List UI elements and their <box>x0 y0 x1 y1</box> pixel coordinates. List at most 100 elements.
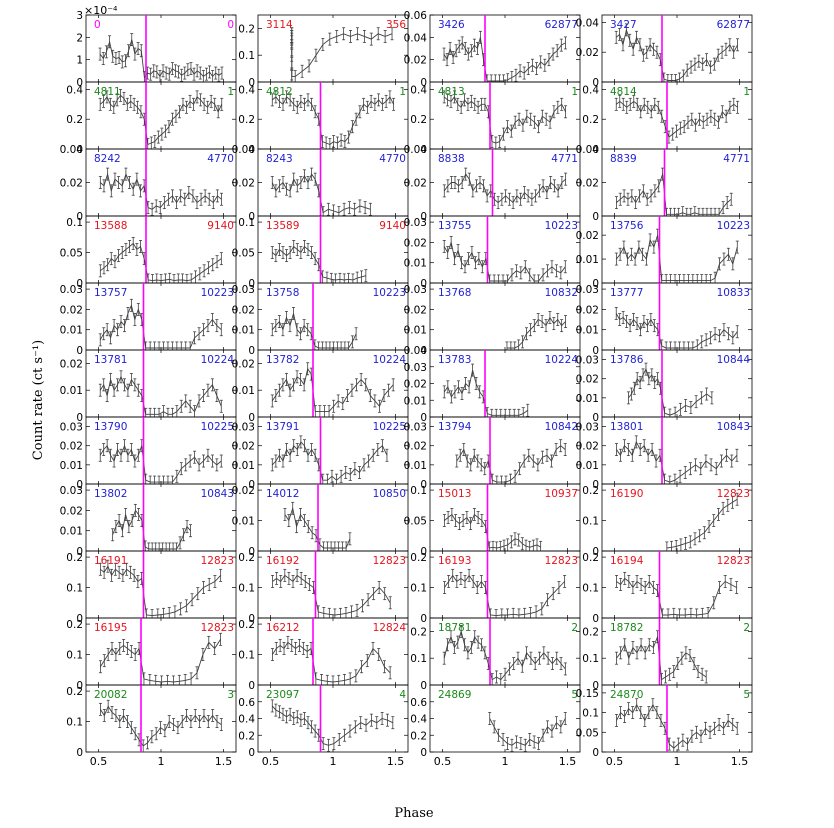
revolution-label: 10843 <box>717 421 750 433</box>
revolution-label: 0 <box>227 19 234 31</box>
obsid-label: 13791 <box>266 421 299 433</box>
y-tick-label: 0 <box>592 680 599 692</box>
y-tick-label: 0.05 <box>404 516 427 528</box>
revolution-label: 12824 <box>373 622 407 634</box>
panel-24869: 0 0.2 0.4 0.6 0.5 1 1.5 24869 5 <box>410 684 581 768</box>
y-tick-label: 0.2 <box>238 23 255 35</box>
y-tick-label: 0.6 <box>410 697 427 709</box>
revolution-label: 9140 <box>379 220 406 232</box>
revolution-label: 356 <box>386 19 406 31</box>
panel-16195: 0 0.1 0.2 16195 12823 <box>66 617 237 692</box>
obsid-label: 18781 <box>438 622 471 634</box>
y-tick-label: 0.1 <box>582 708 599 720</box>
y-tick-label: 0 <box>592 479 599 491</box>
x-tick-label: 1.5 <box>731 755 749 768</box>
y-tick-label: 0.02 <box>60 505 83 517</box>
obsid-label: 13758 <box>266 287 299 299</box>
revolution-label: 62877 <box>717 19 750 31</box>
y-tick-label: 0.4 <box>238 84 255 96</box>
y-tick-label: 0.01 <box>404 325 427 337</box>
panel-16190: 0 0.1 0.2 16190 12823 <box>582 483 753 558</box>
panel-8242: 0 0.02 0.04 8242 4770 <box>60 144 237 223</box>
obsid-label: 13777 <box>610 287 643 299</box>
y-tick-label: 0.05 <box>576 727 599 739</box>
lightcurve-line <box>616 440 738 483</box>
x-tick-label: 1 <box>330 755 337 768</box>
obsid-label: 16195 <box>94 622 127 634</box>
panel-frame <box>85 14 237 83</box>
obsid-label: 4813 <box>438 86 465 98</box>
y-tick-label: 0.04 <box>60 144 84 156</box>
revolution-label: 10833 <box>717 287 750 299</box>
y-tick-label: 0.03 <box>576 284 599 296</box>
revolution-label: 10842 <box>545 421 578 433</box>
lightcurve-line <box>112 509 191 550</box>
lightcurve-line <box>443 629 566 681</box>
lightcurve-line <box>443 96 566 144</box>
panel-4813: 0 0.2 0.4 4813 1 <box>410 81 581 156</box>
lightcurve-line <box>616 234 738 282</box>
y-tick-label: 0.2 <box>582 552 599 564</box>
y-tick-label: 0.2 <box>582 114 599 126</box>
revolution-label: 3 <box>227 689 234 701</box>
y-tick-label: 0.2 <box>582 485 599 497</box>
panel-13802: 0 0.01 0.02 0.03 13802 10843 <box>60 483 237 558</box>
exponent-label: ×10⁻⁴ <box>84 4 118 17</box>
y-tick-label: 0 <box>248 613 255 625</box>
panel-13786: 0 0.01 0.02 0.03 13786 10844 <box>576 349 753 424</box>
panel-13755: 0 0.01 0.02 0.03 13755 10223 <box>404 215 581 290</box>
y-tick-label: 0.04 <box>232 144 256 156</box>
y-tick-label: 0.6 <box>238 697 255 709</box>
y-tick-label: 0.03 <box>404 217 427 229</box>
x-tick-label: 1 <box>502 755 509 768</box>
y-tick-label: 0 <box>420 546 427 558</box>
revolution-label: 10224 <box>373 354 407 366</box>
obsid-label: 16192 <box>266 555 299 567</box>
y-tick-label: 0 <box>592 546 599 558</box>
panel-16193: 0 0.1 0.2 16193 12823 <box>410 550 581 625</box>
lightcurve-line <box>616 173 732 215</box>
revolution-label: 12823 <box>201 622 234 634</box>
y-tick-label: 3 <box>76 10 83 22</box>
lightcurve-line <box>272 574 391 616</box>
obsid-label: 13782 <box>266 354 299 366</box>
y-tick-label: 0 <box>76 412 83 424</box>
y-tick-label: 0 <box>592 278 599 290</box>
revolution-label: 10223 <box>545 220 578 232</box>
obsid-label: 20082 <box>94 689 127 701</box>
y-tick-label: 0.03 <box>232 284 255 296</box>
y-tick-label: 0.02 <box>404 237 427 249</box>
y-tick-label: 0.1 <box>582 583 599 595</box>
y-tick-label: 0.01 <box>60 526 83 538</box>
y-tick-label: 0.01 <box>404 258 427 270</box>
x-tick-label: 0.5 <box>262 755 280 768</box>
panel-8839: 0 0.02 0.04 8839 4771 <box>576 144 753 223</box>
lightcurve-line <box>444 574 565 617</box>
panel-16194: 0 0.1 0.2 16194 12823 <box>582 550 753 625</box>
y-tick-label: 0.1 <box>66 717 83 729</box>
y-tick-label: 0.01 <box>404 395 427 407</box>
lightcurve-line <box>100 565 221 617</box>
y-tick-label: 0.1 <box>582 516 599 528</box>
y-tick-label: 0.02 <box>404 379 427 391</box>
y-tick-label: 0 <box>248 211 255 223</box>
y-tick-label: 0.02 <box>232 304 255 316</box>
lightcurve-line <box>272 96 395 146</box>
y-tick-label: 0.4 <box>582 84 599 96</box>
lightcurve-line <box>443 173 566 204</box>
y-tick-label: 0.01 <box>404 460 427 472</box>
obsid-label: 8838 <box>438 153 465 165</box>
y-tick-label: 0 <box>76 546 83 558</box>
y-tick-label: 0.02 <box>576 178 599 190</box>
revolution-label: 4771 <box>551 153 578 165</box>
y-tick-label: 0 <box>248 345 255 357</box>
obsid-label: 4811 <box>94 86 121 98</box>
obsid-label: 3427 <box>610 19 637 31</box>
y-tick-label: 0.02 <box>232 358 255 370</box>
y-tick-label: 0.01 <box>576 393 599 405</box>
y-tick-label: 0.2 <box>410 552 427 564</box>
panel-18781: 0 0.1 0.2 18781 2 <box>410 617 581 692</box>
panel-13768: 0 0.01 0.02 0.03 13768 10832 <box>404 282 581 357</box>
